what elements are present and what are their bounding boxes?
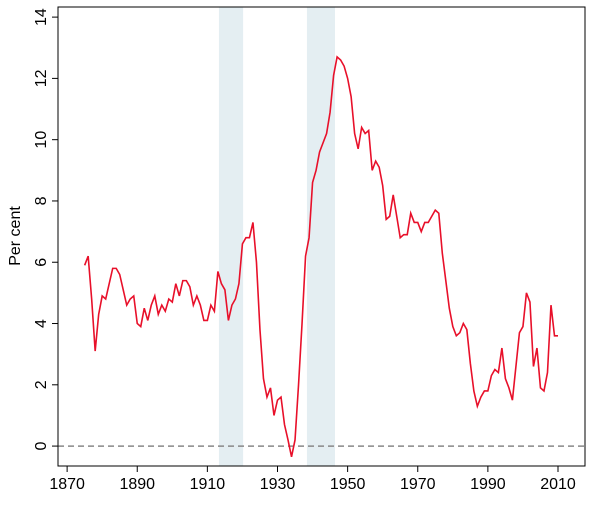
x-tick-label: 1870 <box>49 476 85 493</box>
x-tick-label: 1930 <box>260 476 296 493</box>
x-tick-label: 1970 <box>400 476 436 493</box>
y-tick-label: 8 <box>33 196 50 205</box>
x-tick-label: 2010 <box>540 476 576 493</box>
y-tick-label: 10 <box>33 131 50 149</box>
y-tick-label: 2 <box>33 380 50 389</box>
plot-frame <box>57 6 586 467</box>
y-tick-label: 12 <box>33 69 50 87</box>
x-tick-label: 1890 <box>119 476 155 493</box>
y-tick-label: 4 <box>33 319 50 328</box>
y-tick-label: 14 <box>33 8 50 26</box>
y-tick-label: 0 <box>33 442 50 451</box>
shaded-band <box>218 7 244 466</box>
y-axis-label: Per cent <box>7 206 24 266</box>
x-tick-label: 1950 <box>330 476 366 493</box>
shaded-band <box>306 7 335 466</box>
y-tick-label: 6 <box>33 258 50 267</box>
x-tick-label: 1910 <box>190 476 226 493</box>
data-line <box>83 55 559 457</box>
x-tick-label: 1990 <box>470 476 506 493</box>
